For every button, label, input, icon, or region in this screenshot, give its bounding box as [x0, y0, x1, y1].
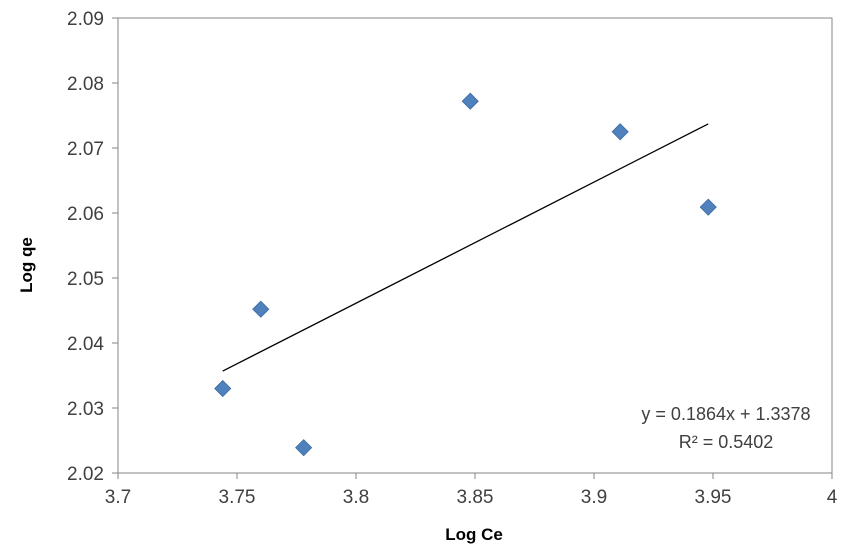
data-point — [461, 92, 479, 110]
y-axis-title: Log qe — [17, 237, 36, 293]
x-tick-label: 3.9 — [581, 487, 607, 508]
data-point — [252, 300, 270, 318]
x-tick-label: 3.8 — [343, 487, 369, 508]
data-point — [295, 439, 313, 457]
y-tick-label: 2.04 — [67, 334, 104, 355]
x-tick-label: 3.75 — [219, 487, 256, 508]
y-tick-label: 2.06 — [67, 204, 104, 225]
data-point — [611, 123, 629, 141]
r-squared-label: R² = 0.5402 — [679, 432, 774, 452]
trendline-equation: y = 0.1864x + 1.3378 — [641, 404, 810, 424]
data-point — [699, 198, 717, 216]
y-tick-label: 2.02 — [67, 464, 104, 485]
axis-ticks: 3.7 3.75 3.8 3.85 3.9 3.95 4 2.02 2.03 2.04 2.05 2.… — [67, 9, 838, 508]
trendline-layer — [222, 123, 709, 372]
x-tick-label: 3.85 — [457, 487, 494, 508]
y-tick-label: 2.03 — [67, 399, 104, 420]
x-tick-label: 3.7 — [105, 487, 131, 508]
y-tick-label: 2.07 — [67, 139, 104, 160]
data-points — [214, 92, 717, 457]
y-tick-label: 2.09 — [67, 9, 104, 30]
linear-trendline — [222, 123, 709, 372]
x-tick-label: 4 — [827, 487, 838, 508]
x-tick-label: 3.95 — [695, 487, 732, 508]
x-axis-title: Log Ce — [445, 525, 503, 544]
data-point — [214, 379, 232, 398]
y-tick-label: 2.08 — [67, 74, 104, 95]
y-tick-label: 2.05 — [67, 269, 104, 290]
